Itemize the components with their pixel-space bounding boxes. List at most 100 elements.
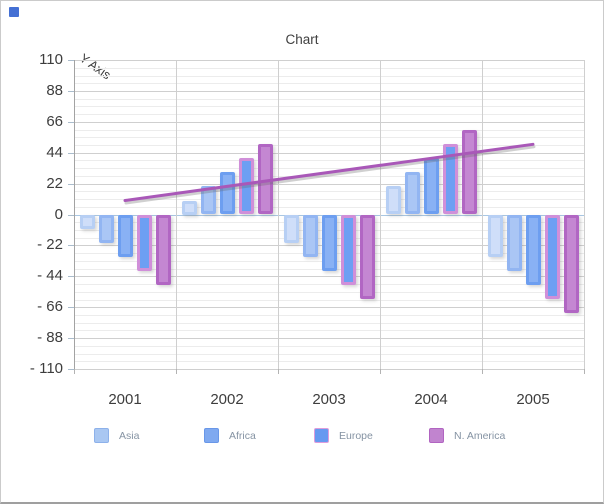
bar-europe-2003[interactable] bbox=[340, 214, 356, 285]
y-tick-label: 0 bbox=[54, 205, 63, 223]
bar-europe-2002[interactable] bbox=[238, 158, 254, 215]
bar-asia-2001[interactable] bbox=[98, 214, 114, 243]
h-gridline bbox=[74, 67, 584, 69]
bar-series-1-2005[interactable] bbox=[487, 214, 503, 257]
legend-swatch-europe bbox=[314, 428, 329, 443]
legend-swatch-n-america bbox=[429, 428, 444, 443]
h-gridline bbox=[74, 98, 584, 100]
trend-line bbox=[123, 142, 535, 202]
h-gridline bbox=[74, 175, 584, 177]
h-gridline bbox=[74, 276, 584, 278]
h-gridline bbox=[74, 191, 584, 193]
bar-africa-2005[interactable] bbox=[525, 214, 541, 285]
bar-africa-2003[interactable] bbox=[321, 214, 337, 271]
legend-label: Asia bbox=[119, 429, 140, 442]
legend-item-europe[interactable]: Europe bbox=[314, 428, 373, 443]
x-category-label: 2004 bbox=[414, 391, 448, 408]
h-gridline bbox=[74, 345, 584, 347]
y-tick-mark bbox=[68, 245, 74, 247]
bar-europe-2005[interactable] bbox=[544, 214, 560, 299]
x-category-label: 2003 bbox=[312, 391, 346, 408]
y-tick-label: - 110 bbox=[29, 360, 63, 377]
legend: Asia Africa Europe N. America bbox=[1, 428, 603, 448]
v-gridline bbox=[176, 60, 177, 369]
h-gridline bbox=[74, 183, 584, 185]
h-gridline bbox=[74, 284, 584, 285]
h-gridline bbox=[74, 75, 584, 77]
x-tick-mark bbox=[380, 369, 381, 374]
v-gridline bbox=[584, 60, 585, 369]
bar-series-1-2001[interactable] bbox=[79, 214, 95, 229]
y-tick-mark bbox=[68, 121, 74, 123]
h-gridline bbox=[74, 361, 584, 363]
legend-swatch-asia bbox=[94, 428, 109, 443]
h-gridline bbox=[74, 145, 584, 146]
bar-africa-2002[interactable] bbox=[219, 172, 235, 215]
chart-title: Chart bbox=[285, 32, 319, 47]
h-gridline bbox=[74, 90, 584, 92]
h-gridline bbox=[74, 152, 584, 154]
h-gridline bbox=[74, 299, 584, 301]
legend-label: Africa bbox=[229, 429, 256, 442]
legend-label: Europe bbox=[339, 429, 373, 442]
x-tick-mark bbox=[584, 369, 585, 374]
bar-n-america-2003[interactable] bbox=[359, 214, 375, 299]
legend-item-n-america[interactable]: N. America bbox=[429, 428, 505, 443]
x-tick-mark bbox=[482, 369, 483, 374]
bar-asia-2004[interactable] bbox=[404, 172, 420, 215]
h-gridline bbox=[74, 369, 584, 370]
x-category-label: 2002 bbox=[210, 391, 244, 408]
y-tick-mark bbox=[68, 183, 74, 185]
y-tick-mark bbox=[68, 152, 74, 154]
x-tick-mark bbox=[176, 369, 177, 374]
h-gridline bbox=[74, 160, 584, 162]
plot-area bbox=[74, 60, 585, 370]
trend-line-svg bbox=[123, 142, 536, 205]
bar-europe-2004[interactable] bbox=[442, 144, 458, 215]
legend-label: N. America bbox=[454, 429, 506, 442]
h-gridline bbox=[74, 291, 584, 293]
x-tick-mark bbox=[278, 369, 279, 374]
v-gridline bbox=[380, 60, 381, 369]
h-gridline bbox=[74, 314, 584, 316]
bar-series-1-2002[interactable] bbox=[181, 200, 197, 215]
h-gridline bbox=[74, 307, 584, 309]
h-gridline bbox=[74, 83, 584, 85]
y-tick-label: 110 bbox=[39, 51, 63, 68]
bar-asia-2005[interactable] bbox=[506, 214, 522, 271]
legend-item-asia[interactable]: Asia bbox=[94, 428, 139, 443]
bar-series-1-2003[interactable] bbox=[283, 214, 299, 243]
legend-item-africa[interactable]: Africa bbox=[204, 428, 256, 443]
y-tick-label: 88 bbox=[46, 81, 63, 99]
bar-series-1-2004[interactable] bbox=[385, 186, 401, 215]
y-axis-line bbox=[74, 60, 75, 369]
x-tick-mark bbox=[74, 369, 75, 374]
v-gridline bbox=[278, 60, 279, 369]
bar-europe-2001[interactable] bbox=[136, 214, 152, 271]
h-gridline bbox=[74, 168, 584, 170]
bars-layer bbox=[74, 60, 584, 369]
h-gridline bbox=[74, 106, 584, 108]
v-gridline bbox=[482, 60, 483, 369]
h-gridline bbox=[74, 206, 584, 208]
y-tick-mark bbox=[68, 60, 74, 61]
h-gridline bbox=[74, 60, 584, 61]
bar-africa-2001[interactable] bbox=[117, 214, 133, 257]
h-gridline bbox=[74, 322, 584, 324]
bar-n-america-2001[interactable] bbox=[155, 214, 171, 285]
h-gridline bbox=[74, 353, 584, 355]
h-gridline bbox=[74, 338, 584, 340]
y-tick-label: - 88 bbox=[37, 329, 63, 347]
bar-asia-2003[interactable] bbox=[302, 214, 318, 257]
bar-n-america-2005[interactable] bbox=[563, 214, 579, 313]
app-icon bbox=[9, 7, 19, 17]
y-tick-label: - 66 bbox=[37, 298, 63, 316]
y-tick-mark bbox=[68, 90, 74, 92]
y-tick-label: 22 bbox=[46, 174, 63, 192]
y-tick-mark bbox=[68, 369, 74, 370]
h-gridline bbox=[74, 137, 584, 139]
y-tick-label: 66 bbox=[46, 112, 63, 130]
y-tick-mark bbox=[68, 214, 74, 216]
x-category-label: 2001 bbox=[108, 391, 142, 408]
